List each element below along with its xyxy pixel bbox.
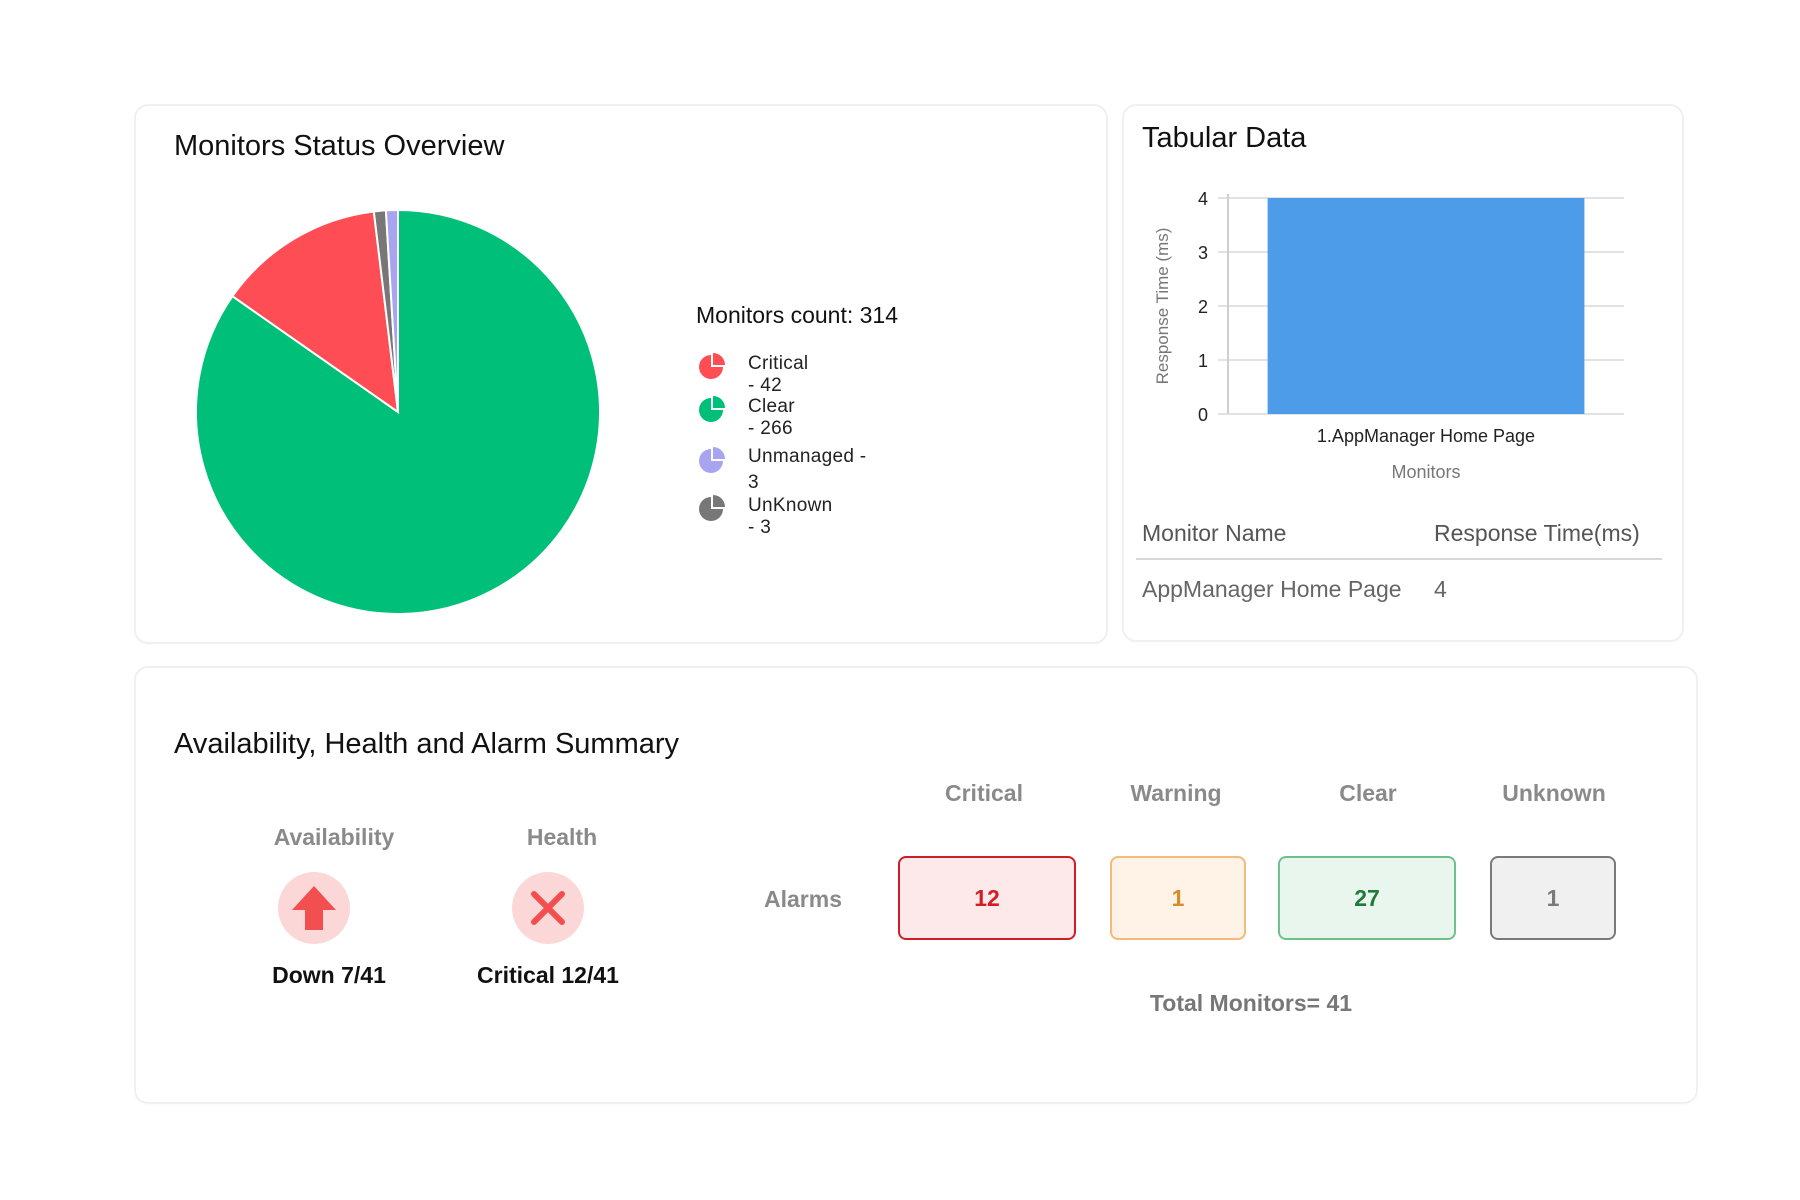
legend-label-unknown: UnKnown - 3 (748, 495, 833, 538)
alarm-header-warning: Warning (1130, 780, 1222, 806)
legend-swatch-slice (713, 447, 725, 459)
availability-indicator[interactable] (278, 872, 350, 944)
arrow-up-icon (292, 886, 336, 930)
total-monitors: Total Monitors= 41 (1149, 990, 1353, 1016)
alarm-header-clear: Clear (1339, 780, 1397, 806)
pie-slice-critical[interactable] (231, 210, 400, 415)
alarm-box-unknown[interactable]: 1 (1490, 856, 1616, 940)
pie-slice-icon (699, 396, 725, 422)
health-value: Critical 12/41 (477, 962, 619, 988)
y-axis-label: Response Time (ms) (1154, 228, 1172, 385)
availability-value: Down 7/41 (272, 962, 386, 988)
alarm-box-critical[interactable]: 12 (898, 856, 1076, 940)
pie-slice-icon (699, 495, 725, 521)
health-indicator[interactable] (512, 872, 584, 944)
column-header-response-time[interactable]: Response Time(ms) (1434, 520, 1640, 546)
legend-swatch-slice (713, 353, 725, 365)
health-label: Health (526, 824, 598, 850)
alarm-count-clear: 27 (1354, 884, 1380, 911)
alarm-box-warning[interactable]: 1 (1110, 856, 1246, 940)
status-pie-chart (195, 208, 601, 615)
x-axis-label: Monitors (1391, 462, 1460, 482)
alarm-header-critical: Critical (945, 780, 1023, 806)
y-tick-label: 4 (1198, 189, 1208, 209)
close-icon (531, 891, 565, 925)
legend-swatch-slice (713, 396, 725, 408)
pie-slice-icon (699, 353, 725, 379)
alarm-count-critical: 12 (974, 884, 1000, 911)
legend-label-clear: Clear - 266 (748, 396, 795, 439)
y-tick-label: 1 (1198, 351, 1208, 371)
y-tick-label: 0 (1198, 405, 1208, 425)
alarm-header-unknown: Unknown (1502, 780, 1606, 806)
availability-label: Availability (273, 824, 395, 850)
x-tick-label: 1.AppManager Home Page (1317, 426, 1535, 446)
response-time-bar-chart: 0 1 2 3 4 1.AppManager Home Page Monitors Respo… (1154, 189, 1624, 482)
alarms-label: Alarms (764, 886, 842, 912)
table-header-divider (1136, 558, 1662, 560)
availability-health-alarm-summary-card: Availability, Health and Alarm Summary A… (134, 666, 1698, 1104)
table-cell-response-time: 4 (1434, 576, 1447, 602)
bar[interactable] (1267, 198, 1585, 414)
legend-label-unmanaged: Unmanaged - 3 (748, 446, 867, 493)
y-tick-label: 2 (1198, 297, 1208, 317)
monitors-count: Monitors count: 314 (696, 302, 899, 328)
legend-label-critical: Critical - 42 (748, 353, 809, 396)
summary-title: Availability, Health and Alarm Summary (174, 728, 680, 760)
table-cell-monitor-name[interactable]: AppManager Home Page (1142, 576, 1402, 602)
column-header-monitor-name[interactable]: Monitor Name (1142, 520, 1287, 546)
tabular-data-card: Tabular Data 0 1 2 3 4 1.AppManager Home Page… (1122, 104, 1684, 642)
overview-title: Monitors Status Overview (174, 130, 505, 162)
alarm-box-clear[interactable]: 27 (1278, 856, 1456, 940)
alarm-count-unknown: 1 (1546, 884, 1560, 911)
tabular-title: Tabular Data (1142, 122, 1307, 154)
pie-slice-icon (699, 447, 725, 473)
alarm-count-warning: 1 (1171, 884, 1185, 911)
legend-swatch-slice (713, 495, 725, 507)
y-tick-label: 3 (1198, 243, 1208, 263)
monitors-status-overview-card: Monitors Status Overview Monitors count:… (134, 104, 1108, 644)
pie-slice-unmanaged[interactable] (384, 208, 399, 413)
